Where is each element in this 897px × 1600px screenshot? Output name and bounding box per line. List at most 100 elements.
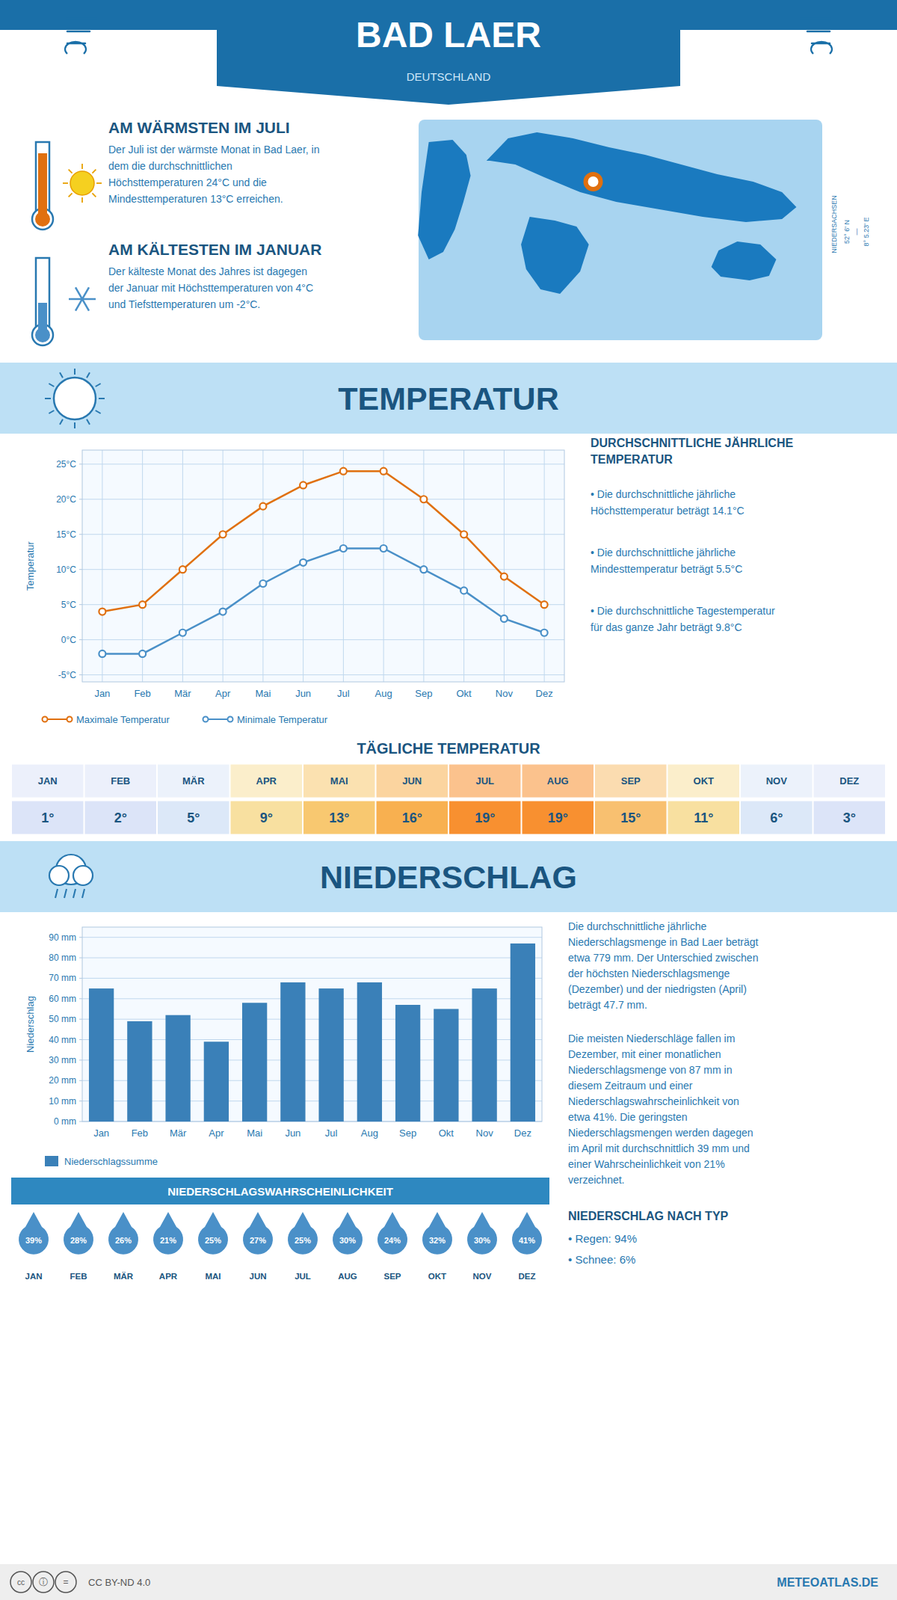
wind-icon [65,41,86,54]
text-line: Niederschlagswahrscheinlichkeit von [568,1095,740,1108]
type-item: • Regen: 94% [568,1231,637,1245]
page-subtitle: DEUTSCHLAND [406,70,492,83]
y-grid [82,568,565,570]
y-grid [82,977,542,979]
sun-icon [48,383,54,387]
text-line: Höchsttemperaturen 24°C und die [108,176,267,189]
map-continent [711,241,777,281]
table-header-cell [375,763,449,798]
series-point [299,559,307,566]
y-grid [82,936,542,938]
section-header: NIEDERSCHLAG [0,840,897,912]
text-line: Niederschlagsmengen werden dagegen [568,1126,754,1139]
rain-icon [73,888,76,898]
text-line: Dezember, mit einer monatlichen [568,1047,722,1060]
y-tick-label: 40 mm [48,1034,77,1046]
wind-icon [811,41,832,54]
bar [204,1041,229,1122]
text-line: einer Wahrscheinlichkeit von 21% [568,1157,726,1170]
map-continent [521,216,590,294]
x-tick-label: Okt [456,687,473,699]
sun-icon [91,169,96,174]
thermometer-icon [35,211,51,227]
info-heading: AM KÄLTESTEN IM JANUAR [108,240,322,258]
pictograph-month: JAN [24,1271,42,1281]
y-tick-label: 5°C [61,599,77,610]
text-line: Die meisten Niederschläge fallen im [568,1032,735,1045]
license-icon-text: cc [17,1577,25,1587]
data-label: 27% [249,1235,267,1245]
text-line: • Die durchschnittliche jährliche [590,488,736,501]
table-value-cell [449,800,522,835]
table-header-cell [813,763,886,798]
table-month: MAI [330,775,349,787]
pictograph-month: JUL [294,1271,311,1281]
info-heading: AM WÄRMSTEN IM JULI [108,118,291,137]
bar [127,1021,152,1122]
chart-title: NIEDERSCHLAGSWAHRSCHEINLICHKEIT [167,1184,394,1198]
sun-icon [95,383,101,387]
x-grid [544,449,545,682]
table-header-cell [521,763,595,798]
snowflake-icon [75,287,89,311]
x-grid [101,449,103,682]
drop [377,1211,408,1255]
legend-swatch [44,718,70,720]
text-line: im April mit durchschnittlich 39 mm und [568,1142,750,1155]
series-line [102,548,545,655]
license-icon [55,1571,77,1593]
drop [467,1211,498,1255]
series-point [541,629,548,637]
data-label: 24% [384,1235,401,1245]
x-tick-label: Jan [94,687,110,699]
text-line: der Januar mit Höchsttemperaturen von 4°… [108,281,314,294]
x-tick-label: Mai [254,687,271,699]
cloud-icon [49,865,69,886]
type-heading: NIEDERSCHLAG NACH TYP [568,1209,729,1223]
x-tick-label: Dez [514,1127,532,1139]
drop [332,1211,363,1255]
text-line: DURCHSCHNITTLICHE JÄHRLICHE [590,436,794,450]
sun-icon [96,182,102,184]
region-label: NIEDERSACHSEN [830,195,838,254]
series-point [460,530,468,538]
x-tick-label: Mär [169,1127,187,1139]
location-marker [583,171,604,192]
y-grid [82,957,542,959]
precipitation-text: Die durchschnittliche jährlicheNiedersch… [568,920,759,1266]
table-month: OKT [693,775,715,787]
data-label: 19° [474,810,495,826]
data-label: 11° [693,810,714,826]
legend-swatch [42,716,48,723]
table-header-cell [84,763,157,798]
sun-icon [81,163,83,169]
x-tick-label: Jan [93,1127,110,1139]
text-line: für das ganze Jahr beträgt 9.8°C [590,621,743,634]
y-tick [79,977,83,979]
y-tick-label: 10 mm [48,1095,77,1107]
thermometer-icon [35,327,51,343]
thermometer-icon [32,208,54,230]
y-tick [79,1059,83,1060]
coordinate: 8° 5.23' E [862,217,871,247]
legend-swatch [227,716,234,723]
license-icon-text: = [62,1576,69,1587]
series-point [420,565,427,573]
series-point [420,495,427,503]
text-line: Mindesttemperaturen 13°C erreichen. [108,192,284,205]
y-grid [82,674,565,675]
y-tick-label: 20 mm [48,1074,77,1086]
table-value-cell [595,800,668,835]
table-header-cell [303,763,376,798]
data-label: 25% [294,1235,311,1245]
pictograph-month: SEP [383,1271,401,1281]
plot-background [82,449,565,682]
y-tick-label: 25°C [56,458,77,470]
x-tick-label: Apr [215,687,231,699]
x-tick-label: Apr [208,1127,225,1139]
x-grid [383,449,385,682]
series-line [102,470,545,612]
pictograph-month: AUG [337,1271,358,1281]
license-icon-text: ⓘ [38,1576,48,1587]
table-month: DEZ [839,775,859,787]
